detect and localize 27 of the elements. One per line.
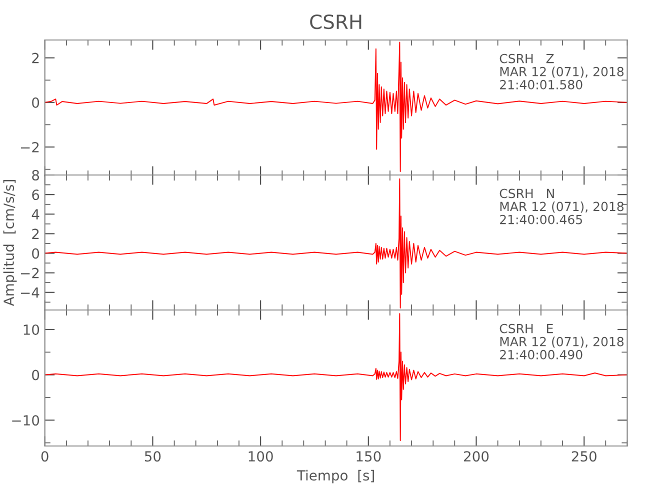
y-tick-label: 0 bbox=[32, 248, 40, 259]
x-tick-label: 250 bbox=[572, 451, 596, 462]
x-tick-label: 0 bbox=[41, 451, 48, 462]
y-tick-label: 0 bbox=[32, 370, 40, 380]
annotation: CSRH N MAR 12 (071), 2018 21:40:00.465 bbox=[500, 188, 624, 224]
y-tick-label: 8 bbox=[32, 170, 40, 180]
y-tick-label: 4 bbox=[32, 209, 40, 220]
x-tick-label: 150 bbox=[356, 451, 381, 462]
x-tick-label: 100 bbox=[248, 451, 273, 462]
y-tick-label: 2 bbox=[32, 52, 39, 64]
y-tick-label: 10 bbox=[24, 324, 40, 335]
annotation: CSRH E MAR 12 (071), 2018 21:40:00.490 bbox=[500, 324, 624, 360]
x-tick-label: 50 bbox=[144, 451, 161, 462]
y-tick-label: 2 bbox=[32, 228, 39, 239]
y-tick-label: 0 bbox=[32, 97, 40, 108]
y-tick-label: −10 bbox=[12, 415, 40, 426]
y-tick-label: −4 bbox=[20, 288, 40, 298]
x-axis-title: Tiempo [s] bbox=[296, 470, 374, 484]
chart-title: CSRH bbox=[310, 14, 362, 30]
y-axis-title: Amplitud [cm/s/s] bbox=[3, 180, 17, 306]
line-series bbox=[44, 313, 628, 442]
x-tick-label: 200 bbox=[464, 451, 489, 462]
y-tick-label: 6 bbox=[32, 190, 40, 200]
annotation: CSRH Z MAR 12 (071), 2018 21:40:01.580 bbox=[500, 54, 624, 90]
line-series bbox=[44, 42, 628, 172]
y-tick-label: −2 bbox=[20, 142, 39, 152]
y-tick-label: −2 bbox=[20, 268, 39, 278]
